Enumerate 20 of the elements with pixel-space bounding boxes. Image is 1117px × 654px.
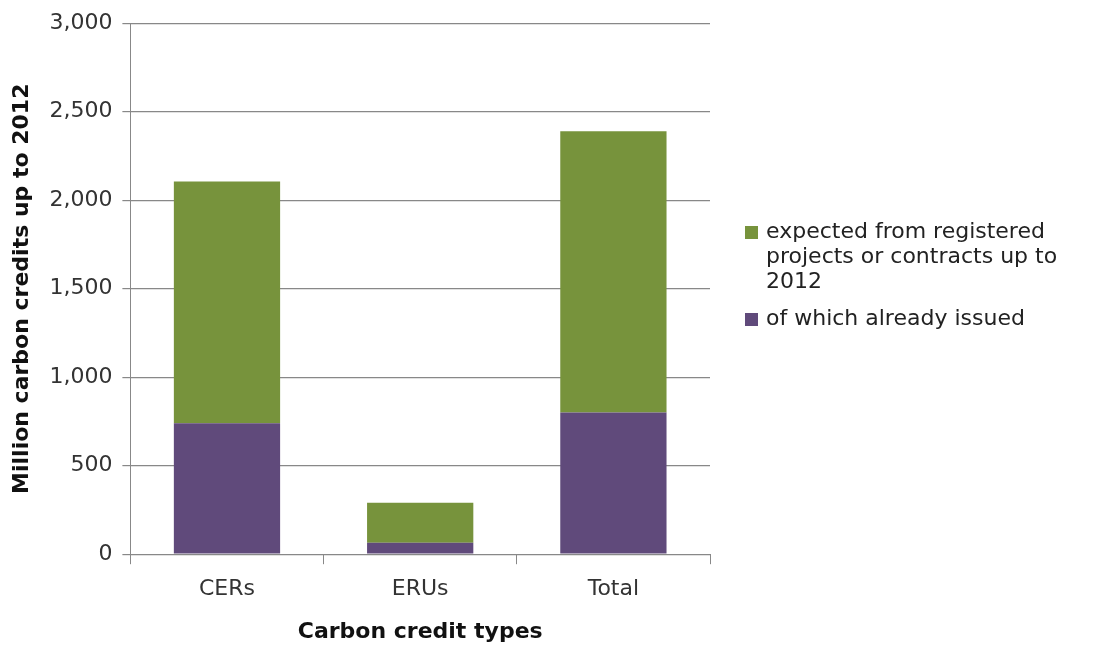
y-tick-label: 1,000 bbox=[49, 362, 113, 388]
bar bbox=[367, 502, 474, 543]
bar bbox=[173, 423, 281, 554]
y-tick-label: 0 bbox=[98, 539, 113, 565]
x-axis-title: Carbon credit types bbox=[297, 617, 543, 643]
y-tick-label: 2,000 bbox=[49, 185, 113, 211]
bar bbox=[367, 542, 474, 554]
y-tick-label: 500 bbox=[70, 451, 113, 477]
y-tick-label: 1,500 bbox=[49, 274, 113, 300]
legend-label: of which already issued bbox=[766, 305, 1025, 330]
x-tick-label: CERs bbox=[198, 575, 255, 601]
legend-label: expected from registered projects or contracts up to 2012 bbox=[766, 218, 1059, 293]
y-tick-label: 2,500 bbox=[49, 97, 113, 123]
x-tick-label: Total bbox=[586, 575, 640, 601]
bar bbox=[173, 181, 281, 424]
y-tick-label: 3,000 bbox=[49, 8, 113, 34]
bar bbox=[560, 131, 667, 413]
bar bbox=[560, 412, 667, 554]
x-tick-label: ERUs bbox=[391, 575, 449, 601]
y-axis-title: Million carbon credits up to 2012 bbox=[7, 83, 33, 494]
